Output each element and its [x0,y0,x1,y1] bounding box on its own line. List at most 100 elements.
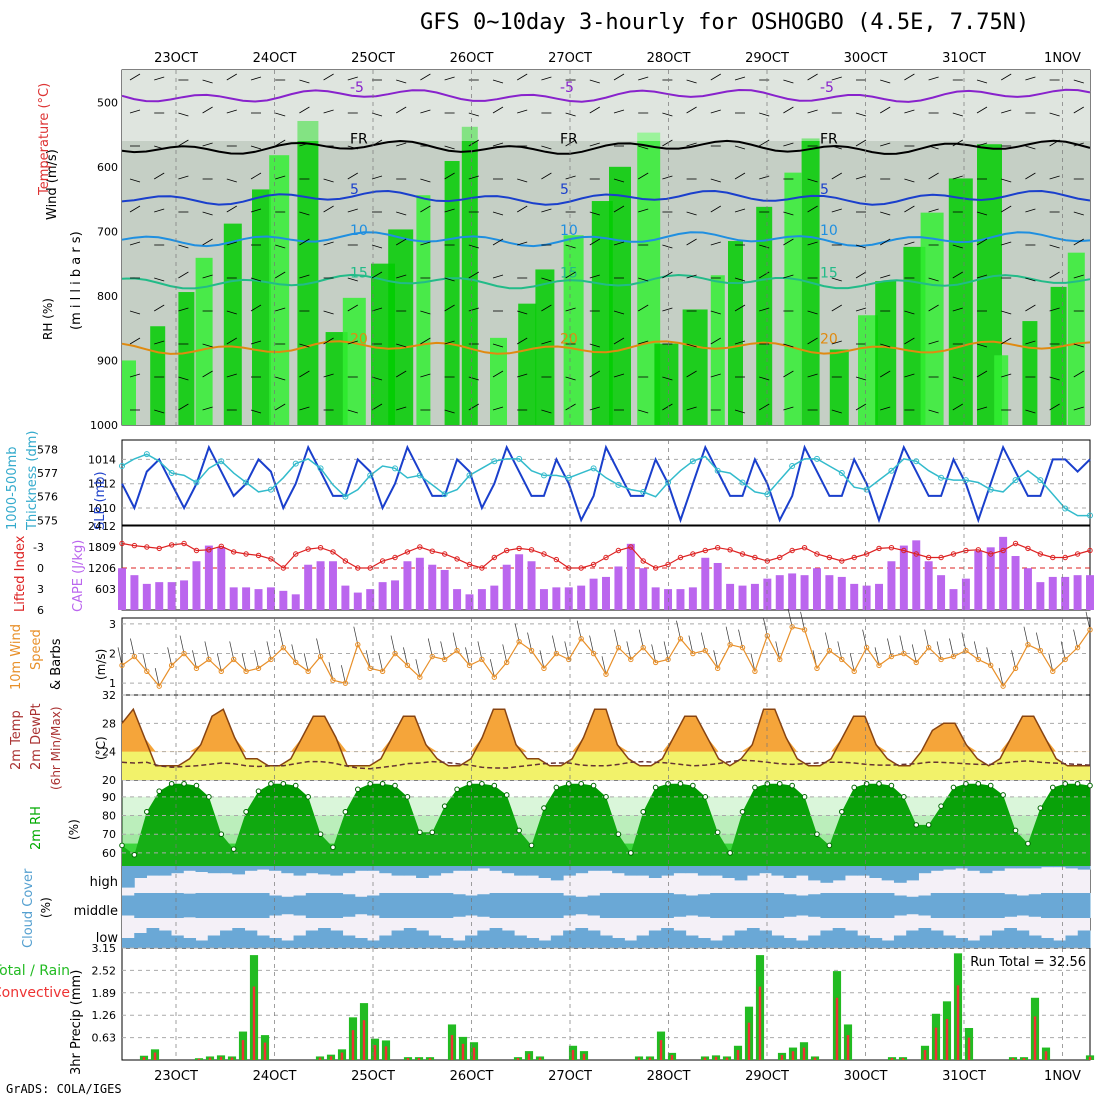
cloud-middle-37 [563,895,576,916]
thickness-point-39 [590,465,597,472]
wind-barb-35-6 [952,244,963,249]
wind-barb-10m-26 [427,638,433,657]
cape-bar-33 [515,554,524,610]
cloud-high-68 [942,866,956,870]
wind-barb-10m-5 [167,647,172,666]
wind-barb-32-1 [880,79,891,84]
rh-point-5 [168,780,175,787]
rh-column-32 [875,281,897,425]
cape-bar-63 [887,561,896,610]
cloud-high-52 [746,866,760,876]
cloud-high-49 [710,866,723,876]
wind-barb-11-11 [371,403,383,411]
p3-left-tick-1: -3 [33,541,44,554]
li-point-22 [379,558,386,564]
convective-bar-3 [142,1057,146,1060]
wind-barb-30-11 [831,409,842,414]
li-point-25 [417,544,423,550]
cloud-middle-41 [612,893,625,918]
rh-column-6 [252,189,271,425]
cloud-low-9 [220,930,233,948]
cloud-high-23 [391,866,405,876]
isotherm-5-label-2: 15 [560,266,578,282]
wind-barb-32-10 [879,370,891,378]
cloud-middle-63 [881,893,895,918]
li-point-35 [541,551,547,557]
wind-barb-22-5 [638,208,649,213]
wind-barb-26-1 [734,76,746,81]
cape-bar-6 [180,580,189,610]
cloud-low-65 [906,930,919,948]
cloud-low-63 [881,940,895,948]
cloud-low-20 [354,938,368,948]
cape-bar-2 [130,575,139,610]
cloud-middle-31 [489,893,503,918]
rh-point-79 [1087,782,1093,789]
wind-barb-15-11 [468,403,480,411]
p3-left-tick-3: 3 [37,583,44,596]
wind-barb-16-1 [492,79,504,84]
cloud-high-32 [501,866,515,874]
rh-point-28 [454,786,460,793]
wind-barb-12-6 [395,238,407,246]
cape-bar-48 [701,557,710,610]
cloud-middle-48 [697,894,711,917]
cloud-high-21 [367,866,380,871]
thickness-point-19 [342,493,349,500]
cloud-high-36 [550,866,564,881]
rh-point-15 [292,782,299,789]
wind-barb-7-8 [275,307,286,312]
wind-barb-25-9 [710,337,722,345]
cloud-high-63 [881,866,895,881]
cloud-high-47 [685,866,699,874]
thickness-point-59 [838,470,845,477]
rh-point-27 [441,803,448,809]
wind-barb-17-4 [517,178,528,183]
wind-barb-17-6 [517,241,528,246]
wind-barb-10m-45 [663,641,669,660]
rh-point-29 [466,780,473,787]
wind-barb-10m-69 [961,632,967,651]
wind-barb-26-9 [734,340,746,345]
cloud-middle-76 [1040,893,1054,918]
wind-barb-29-4 [807,178,818,183]
wind-barb-3-6 [178,244,189,249]
thickness-point-15 [292,460,299,467]
wind-barb-33-10 [904,373,915,378]
cloud-high-67 [930,866,944,871]
wind-barb-17-2 [517,109,528,114]
convective-bar-84 [1033,1016,1037,1060]
p7-label-1: Cloud Cover [21,868,36,948]
wind-barb-4-10 [202,370,213,378]
rh-column-38 [1022,321,1038,425]
wind-barb-37-4 [1001,178,1012,183]
wind-barb-22-11 [638,409,649,414]
wind-barb-40-2 [1073,106,1085,114]
convective-bar-72 [901,1058,905,1060]
wind-point-70 [975,656,982,663]
wind-barb-40-7 [1073,274,1084,279]
wind-barb-8-5 [299,211,310,216]
cloud-middle-15 [293,895,307,916]
convective-bar-55 [714,1056,718,1060]
date-label-bottom-3: 25OCT [351,1069,395,1084]
wind-barb-5-9 [226,337,238,345]
cloud-low-56 [795,940,809,948]
rh-column-20 [591,201,613,425]
date-label-top-1: 23OCT [154,51,198,66]
convective-bar-31 [450,1035,454,1060]
li-point-15 [293,551,299,557]
wind-barb-38-8 [1025,304,1036,312]
cloud-low-69 [955,938,968,948]
wind-barb-10-4 [347,172,359,180]
rh-point-52 [752,784,758,791]
rh-point-4 [156,788,163,795]
date-label-bottom-1: 23OCT [154,1069,198,1084]
cloud-high-66 [918,866,932,874]
cape-bar-17 [316,561,325,610]
p1-ytick-4: 800 [97,290,118,303]
cloud-low-8 [207,935,221,948]
wind-barb-18-5 [541,208,552,213]
wind-barb-2-3 [154,145,165,150]
convective-bar-82 [1011,1058,1015,1060]
